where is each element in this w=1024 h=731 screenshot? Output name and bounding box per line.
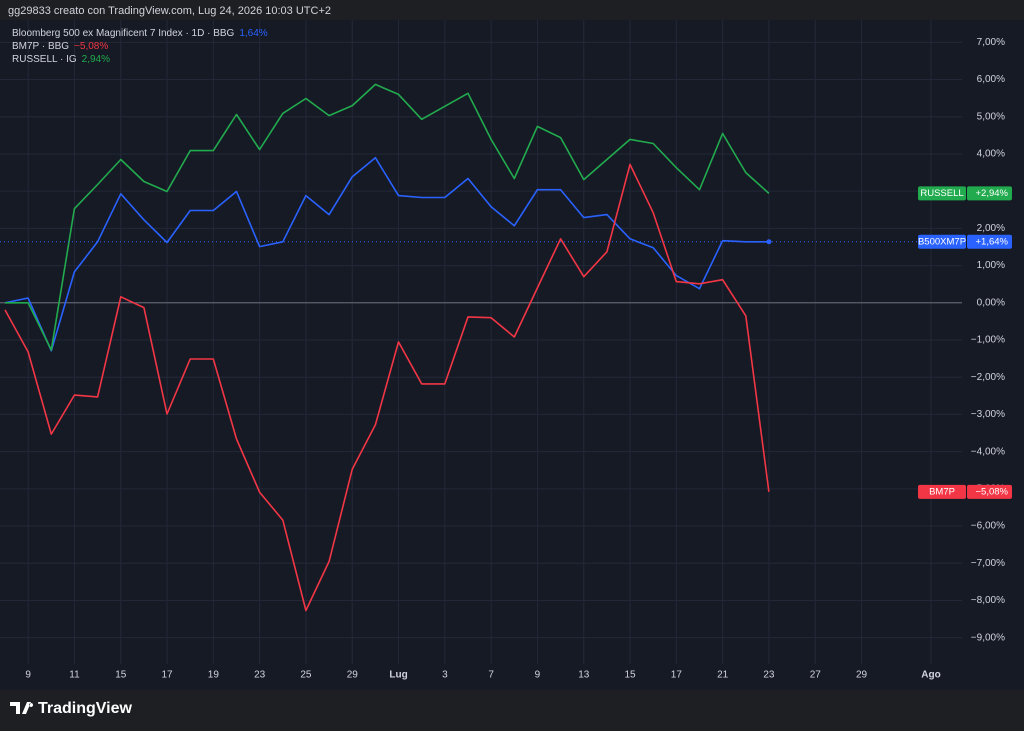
- series-line: [5, 83, 770, 351]
- x-tick-label: 11: [69, 670, 80, 681]
- legend-entry: RUSSELL · IG 2,94%: [12, 54, 110, 65]
- series-line: [4, 156, 769, 352]
- price-tag-value-bg: [967, 234, 1012, 249]
- y-tick-label: −2,00%: [971, 372, 1005, 383]
- x-tick-label: 15: [115, 670, 127, 681]
- y-tick-label: 7,00%: [977, 37, 1005, 48]
- legend-value: −5,08%: [74, 41, 108, 52]
- price-tag-value-bg: [967, 186, 1012, 201]
- x-tick-label: 13: [578, 670, 590, 681]
- x-tick-label: 27: [810, 670, 822, 681]
- x-tick-label: 17: [161, 670, 173, 681]
- legend-name: RUSSELL · IG: [12, 54, 77, 65]
- y-tick-label: −6,00%: [971, 521, 1005, 532]
- price-tag-value: −5,08%: [976, 486, 1009, 497]
- y-tick-label: 1,00%: [977, 260, 1005, 271]
- y-tick-label: 6,00%: [977, 74, 1005, 85]
- x-tick-label: 9: [25, 670, 31, 681]
- legend-name: Bloomberg 500 ex Magnificent 7 Index · 1…: [12, 28, 235, 39]
- price-tag-value-bg: [967, 484, 1012, 499]
- price-tag-value: +1,64%: [976, 236, 1009, 247]
- y-tick-label: −3,00%: [971, 409, 1005, 420]
- header: gg29833 creato con TradingView.com, Lug …: [8, 5, 331, 17]
- price-tag-name: B500XM7P: [918, 236, 966, 247]
- legend-entry: BM7P · BBG −5,08%: [12, 41, 108, 52]
- y-tick-label: −1,00%: [971, 335, 1005, 346]
- x-tick-label: 3: [442, 670, 448, 681]
- footer-logo: TradingView: [38, 700, 133, 717]
- y-tick-label: 5,00%: [977, 111, 1005, 122]
- end-dot: [766, 239, 772, 245]
- price-tag-value: +2,94%: [976, 188, 1009, 199]
- logo: [10, 702, 34, 714]
- x-tick-label: 19: [208, 670, 220, 681]
- legend-name: BM7P · BBG: [12, 41, 69, 52]
- x-tick-label: 21: [717, 670, 729, 681]
- series-line: [4, 163, 770, 612]
- x-tick-label: 9: [535, 670, 541, 681]
- legend-value: 2,94%: [82, 54, 110, 65]
- y-tick-label: 0,00%: [977, 297, 1005, 308]
- x-tick-label: 29: [347, 670, 359, 681]
- legend-value: 1,64%: [239, 28, 267, 39]
- x-tick-label: 7: [488, 670, 494, 681]
- y-tick-label: 4,00%: [977, 149, 1005, 160]
- x-tick-label: 15: [624, 670, 636, 681]
- y-tick-label: −9,00%: [971, 632, 1005, 643]
- price-tag-name: RUSSELL: [920, 188, 963, 199]
- x-tick-label: 23: [254, 670, 266, 681]
- x-tick-label: 29: [856, 670, 868, 681]
- x-tick-label: 25: [300, 670, 312, 681]
- y-tick-label: −8,00%: [971, 595, 1005, 606]
- price-tag-name-bg: [918, 186, 966, 201]
- y-tick-label: −7,00%: [971, 558, 1005, 569]
- x-tick-label: Lug: [389, 670, 407, 681]
- plot-background: [0, 20, 1024, 690]
- x-tick-label: 17: [671, 670, 683, 681]
- price-tag-name-bg: [918, 484, 966, 499]
- price-tag-name-bg: [918, 234, 966, 249]
- x-tick-label: Ago: [921, 670, 940, 681]
- y-tick-label: −4,00%: [971, 446, 1005, 457]
- x-tick-label: 23: [763, 670, 775, 681]
- y-tick-label: 2,00%: [977, 223, 1005, 234]
- legend-entry: Bloomberg 500 ex Magnificent 7 Index · 1…: [12, 28, 268, 39]
- price-tag-name: BM7P: [929, 486, 955, 497]
